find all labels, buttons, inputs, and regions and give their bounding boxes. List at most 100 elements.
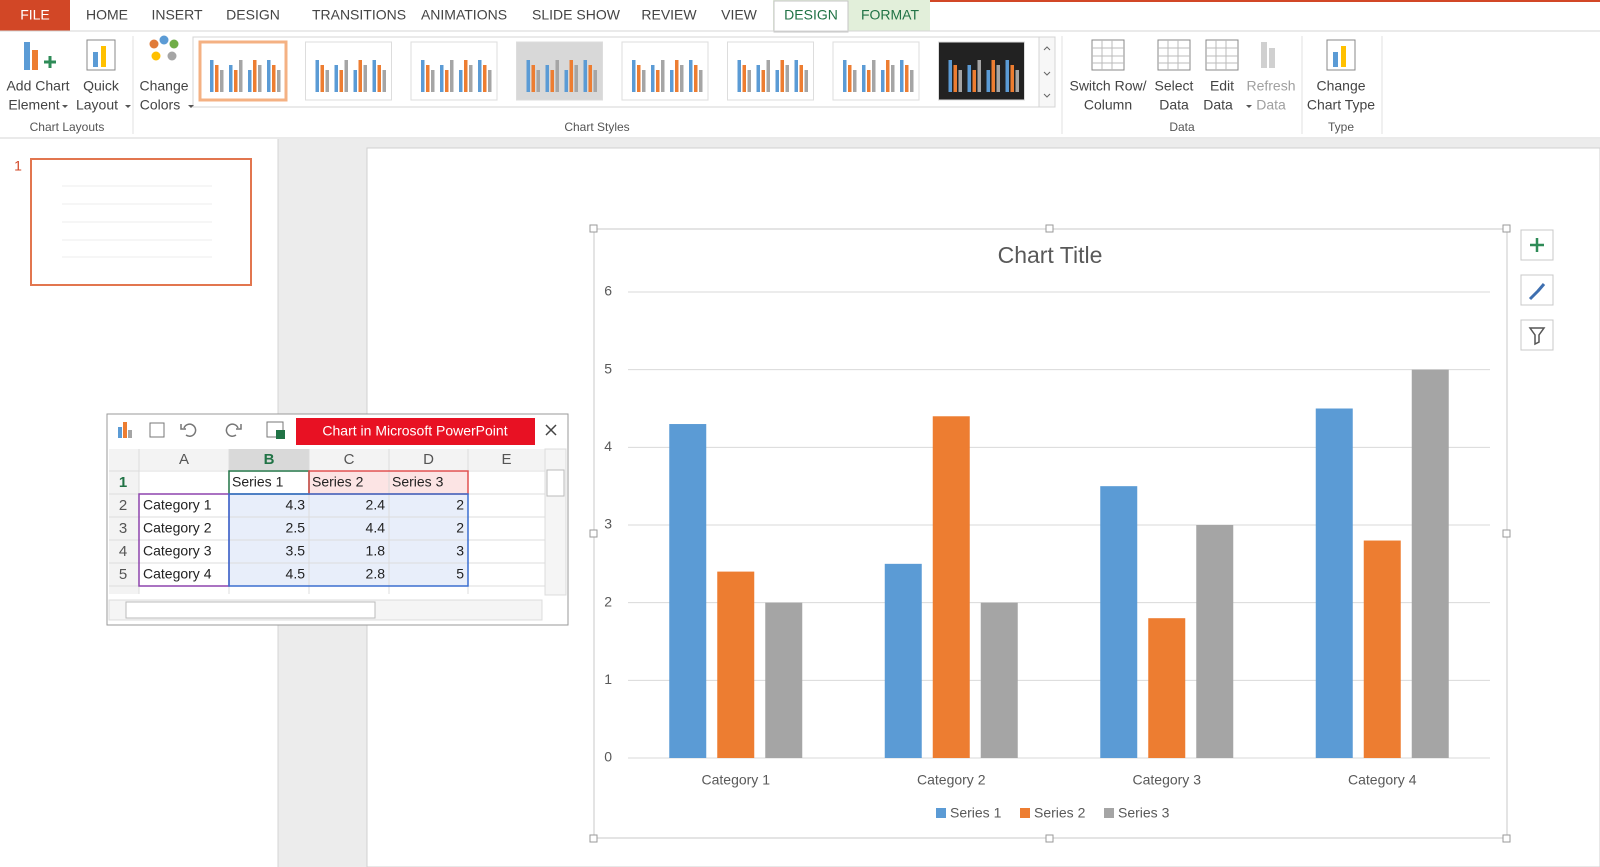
cell-text: 3.5 bbox=[286, 543, 306, 559]
thumbnail-bar bbox=[958, 70, 962, 92]
resize-handles[interactable] bbox=[589, 224, 1511, 843]
sheet-toolbar-icons[interactable] bbox=[118, 421, 285, 439]
gallery-scroll[interactable] bbox=[1043, 46, 1051, 98]
icon-part bbox=[101, 46, 106, 67]
thumbnail-bar bbox=[872, 60, 876, 92]
button-label[interactable]: Add Chart bbox=[6, 78, 69, 94]
button-icon bbox=[1326, 39, 1356, 71]
thumbnail-bar bbox=[464, 60, 468, 92]
button-icon bbox=[86, 39, 116, 71]
thumbnail-bar bbox=[550, 70, 554, 92]
bar bbox=[1148, 618, 1186, 758]
thumbnail-bar bbox=[339, 70, 343, 92]
thumbnail-bar bbox=[459, 70, 463, 92]
button-icon bbox=[149, 35, 179, 61]
thumbnail-bar bbox=[353, 70, 357, 92]
thumbnail-bar bbox=[675, 60, 679, 92]
style-thumbnail[interactable] bbox=[938, 41, 1025, 101]
button-label[interactable]: Refresh bbox=[1246, 78, 1295, 94]
cell-text: Category 2 bbox=[143, 520, 212, 536]
button-label[interactable]: Layout bbox=[76, 97, 118, 113]
thumbnail-bar bbox=[799, 65, 803, 92]
thumbnail-bar bbox=[258, 65, 262, 92]
button-label[interactable]: Colors bbox=[140, 97, 180, 113]
ribbon-tab[interactable]: REVIEW bbox=[641, 7, 697, 23]
icon-part bbox=[159, 35, 169, 45]
thumbnail-bar bbox=[531, 65, 535, 92]
style-thumbnail[interactable] bbox=[727, 41, 814, 101]
cell-text: 2.5 bbox=[286, 520, 306, 536]
thumbnail-bar bbox=[794, 60, 798, 92]
chart-filters-button[interactable] bbox=[1520, 319, 1554, 351]
ribbon-tab[interactable]: TRANSITIONS bbox=[312, 7, 406, 23]
group-separators bbox=[132, 36, 1383, 134]
style-thumbnail[interactable] bbox=[621, 41, 709, 101]
thumbnail-bar bbox=[1010, 65, 1014, 92]
button-label[interactable]: Edit bbox=[1210, 78, 1234, 94]
button-label[interactable]: Chart Type bbox=[1307, 97, 1375, 113]
ribbon-tab[interactable]: SLIDE SHOW bbox=[532, 7, 621, 23]
icon-part bbox=[32, 50, 38, 70]
thumbnail-bar bbox=[234, 70, 238, 92]
ribbon-tab[interactable]: DESIGN bbox=[784, 7, 838, 23]
chart-elements-button[interactable] bbox=[1520, 229, 1554, 261]
style-thumbnail[interactable] bbox=[516, 41, 603, 101]
thumbnail-bar bbox=[239, 60, 243, 92]
button-label[interactable]: Element bbox=[8, 97, 59, 113]
thumbnail-bar bbox=[588, 65, 592, 92]
range-outline bbox=[228, 493, 469, 587]
vertical-scroll-thumb[interactable] bbox=[546, 469, 565, 497]
button-label[interactable]: Change bbox=[139, 78, 188, 94]
button-label[interactable]: Data bbox=[1203, 97, 1233, 113]
thumbnail-bar bbox=[536, 70, 540, 92]
button-label[interactable]: Change bbox=[1316, 78, 1365, 94]
spreadsheet-window: Chart in Microsoft PowerPoint A B C D E 1 2 3 4 5… bbox=[106, 413, 569, 626]
ribbon-tab[interactable]: HOME bbox=[86, 7, 128, 23]
ribbon-tab[interactable]: FILE bbox=[20, 7, 50, 23]
button-label[interactable]: Column bbox=[1084, 97, 1132, 113]
icon-part bbox=[1091, 39, 1125, 71]
thumbnail-bar bbox=[642, 70, 646, 92]
sheet-title: Chart in Microsoft PowerPoint bbox=[322, 423, 507, 439]
thumbnail-bar bbox=[229, 65, 233, 92]
thumbnail-bar bbox=[804, 70, 808, 92]
thumbnail-bar bbox=[426, 65, 430, 92]
thumbnail-bar bbox=[891, 65, 895, 92]
legend-label: Series 2 bbox=[1034, 805, 1086, 821]
style-thumbnail[interactable] bbox=[832, 41, 920, 101]
y-tick-label: 1 bbox=[604, 671, 612, 687]
button-label[interactable]: Select bbox=[1155, 78, 1194, 94]
bar bbox=[1363, 540, 1401, 758]
ribbon-tab[interactable]: INSERT bbox=[151, 7, 203, 23]
style-thumbnail[interactable] bbox=[198, 40, 288, 102]
thumbnail-bar bbox=[272, 65, 276, 92]
icon-part bbox=[44, 56, 56, 68]
column-header: B bbox=[264, 451, 275, 468]
ribbon-tab[interactable]: FORMAT bbox=[861, 7, 920, 23]
ribbon-tab[interactable]: VIEW bbox=[721, 7, 758, 23]
ribbon-tab[interactable]: ANIMATIONS bbox=[421, 7, 507, 23]
close-button[interactable] bbox=[545, 424, 557, 436]
thumbnail-bar bbox=[651, 65, 655, 92]
thumbnail-bar bbox=[344, 60, 348, 92]
button-label[interactable]: Switch Row/ bbox=[1069, 78, 1146, 94]
thumbnail-bar bbox=[637, 65, 641, 92]
thumbnail-bar bbox=[574, 65, 578, 92]
ribbon-tab[interactable]: DESIGN bbox=[226, 7, 280, 23]
thumbnail-bar bbox=[948, 60, 952, 92]
button-label[interactable]: Data bbox=[1256, 97, 1286, 113]
button-label[interactable]: Quick bbox=[83, 78, 120, 94]
thumbnail-bar bbox=[363, 65, 367, 92]
chart-styles-button[interactable] bbox=[1520, 274, 1554, 306]
thumbnail-bar bbox=[445, 70, 449, 92]
chart-style-gallery[interactable] bbox=[192, 36, 1056, 108]
style-thumbnail[interactable] bbox=[410, 41, 498, 101]
style-thumbnail[interactable] bbox=[305, 41, 392, 101]
chart-title: Chart Title bbox=[998, 242, 1103, 268]
icon-part bbox=[1157, 39, 1191, 71]
horizontal-scroll-thumb[interactable] bbox=[125, 601, 376, 619]
thumbnail-bar bbox=[986, 70, 990, 92]
slide-thumbnail[interactable] bbox=[30, 158, 252, 286]
thumbnail-bar bbox=[583, 60, 587, 92]
button-label[interactable]: Data bbox=[1159, 97, 1189, 113]
